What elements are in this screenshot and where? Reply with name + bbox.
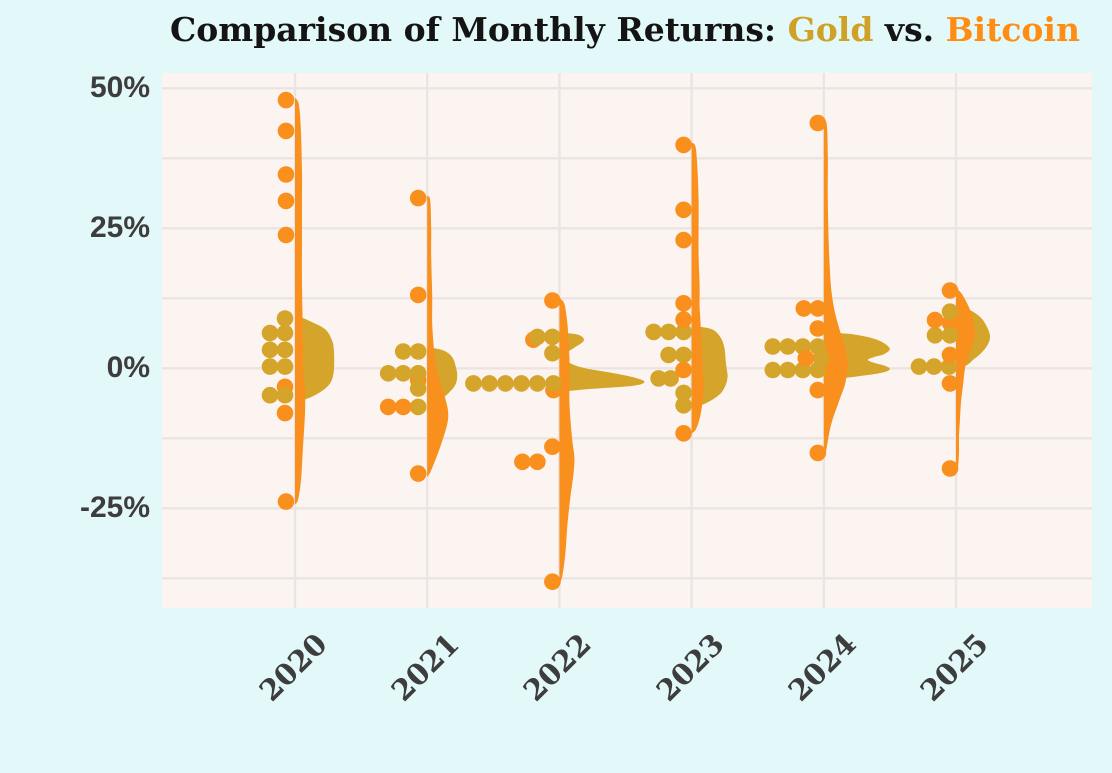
dot-gold-2024 (764, 361, 782, 379)
dot-gold-2021 (394, 343, 412, 360)
violin-gold-2020 (295, 314, 335, 403)
dot-gold-2022 (465, 375, 482, 392)
dot-bitcoin-2024 (809, 381, 827, 399)
dot-bitcoin-2025 (941, 460, 959, 477)
dot-bitcoin-2023 (675, 136, 692, 154)
dot-bitcoin-2023 (675, 295, 692, 312)
dot-bitcoin-2024 (795, 300, 813, 317)
dot-gold-2025 (926, 327, 944, 344)
dot-bitcoin-2025 (941, 375, 959, 392)
y-tick-label: 25% (89, 211, 150, 244)
violin-bitcoin-2023 (691, 142, 704, 434)
dot-gold-2020 (276, 341, 294, 359)
dot-bitcoin-2020 (277, 122, 295, 140)
dot-gold-2023 (675, 346, 692, 364)
dot-gold-2021 (394, 365, 412, 382)
violin-bitcoin-2024 (823, 120, 848, 456)
dot-gold-2022 (545, 375, 562, 392)
violin-bitcoin-2025 (956, 288, 976, 471)
dot-bitcoin-2024 (809, 300, 827, 317)
dot-gold-2020 (276, 358, 294, 375)
title-separator: vs. (873, 10, 946, 49)
title-prefix: Comparison of Monthly Returns: (170, 10, 788, 49)
dot-gold-2025 (910, 358, 928, 375)
dot-gold-2025 (941, 327, 959, 344)
dot-bitcoin-2020 (277, 192, 295, 210)
dot-bitcoin-2020 (277, 226, 295, 244)
dot-gold-2023 (660, 346, 677, 364)
violin-bitcoin-2021 (427, 195, 449, 477)
title-gold-label: Gold (787, 10, 874, 49)
dot-bitcoin-2022 (514, 453, 531, 471)
dot-bitcoin-2020 (277, 91, 295, 109)
dot-gold-2021 (409, 343, 427, 360)
dot-bitcoin-2020 (277, 166, 295, 183)
violin-bitcoin-2022 (559, 298, 575, 585)
dot-bitcoin-2024 (809, 444, 827, 462)
y-tick-label: 0% (106, 351, 150, 384)
dot-gold-2021 (379, 365, 397, 382)
dot-gold-2025 (925, 358, 943, 375)
dot-gold-2022 (497, 375, 514, 392)
dot-bitcoin-2021 (409, 189, 427, 207)
dot-gold-2023 (660, 323, 677, 341)
dot-gold-2023 (662, 370, 679, 387)
dot-bitcoin-2023 (675, 231, 692, 249)
dot-bitcoin-2025 (941, 282, 959, 299)
dot-bitcoin-2024 (809, 114, 827, 132)
dot-gold-2024 (779, 338, 797, 355)
violin-bitcoin-2020 (295, 97, 306, 505)
dot-gold-2020 (261, 324, 279, 342)
dot-gold-2023 (675, 323, 692, 341)
y-tick-label: -25% (79, 491, 150, 524)
dot-gold-2021 (409, 398, 427, 416)
dot-bitcoin-2025 (941, 346, 959, 364)
dot-bitcoin-2022 (544, 573, 561, 590)
dot-bitcoin-2023 (675, 425, 692, 442)
dot-gold-2020 (276, 324, 294, 342)
dot-bitcoin-2020 (277, 493, 295, 510)
dot-gold-2024 (764, 338, 782, 355)
dot-gold-2022 (544, 344, 561, 362)
dot-bitcoin-2025 (926, 311, 944, 329)
dot-gold-2022 (513, 375, 530, 392)
dot-gold-2023 (645, 323, 662, 341)
dot-gold-2020 (261, 358, 279, 375)
dot-bitcoin-2023 (675, 361, 692, 379)
dot-bitcoin-2021 (394, 398, 412, 416)
dot-bitcoin-2024 (797, 349, 815, 367)
dot-gold-2025 (941, 303, 959, 321)
dot-bitcoin-2022 (544, 292, 561, 309)
dot-gold-2020 (276, 386, 294, 404)
y-tick-label: 50% (89, 71, 150, 104)
chart-title: Comparison of Monthly Returns: Gold vs. … (150, 10, 1100, 49)
title-bitcoin-label: Bitcoin (945, 10, 1080, 49)
dot-bitcoin-2022 (544, 438, 561, 456)
dot-bitcoin-2021 (409, 286, 427, 304)
dot-gold-2020 (261, 386, 279, 404)
dot-gold-2021 (409, 365, 427, 382)
dot-gold-2024 (809, 361, 827, 379)
dot-bitcoin-2022 (529, 453, 546, 471)
dot-bitcoin-2020 (276, 404, 294, 422)
dot-gold-2022 (529, 375, 546, 392)
violin-gold-2022 (559, 332, 645, 393)
dot-gold-2020 (261, 341, 279, 359)
dot-gold-2023 (650, 370, 667, 387)
dot-gold-2024 (779, 361, 797, 379)
dot-bitcoin-2023 (675, 311, 692, 328)
dot-gold-2022 (544, 328, 561, 346)
dot-bitcoin-2021 (379, 398, 397, 416)
dot-bitcoin-2021 (409, 465, 427, 482)
dot-gold-2022 (529, 328, 546, 346)
dot-bitcoin-2024 (809, 320, 827, 337)
dot-gold-2023 (675, 397, 692, 414)
dot-bitcoin-2023 (675, 201, 692, 219)
dot-gold-2023 (675, 384, 692, 402)
dot-gold-2022 (481, 375, 498, 392)
dot-gold-2021 (409, 380, 427, 397)
dot-gold-2020 (276, 310, 294, 327)
